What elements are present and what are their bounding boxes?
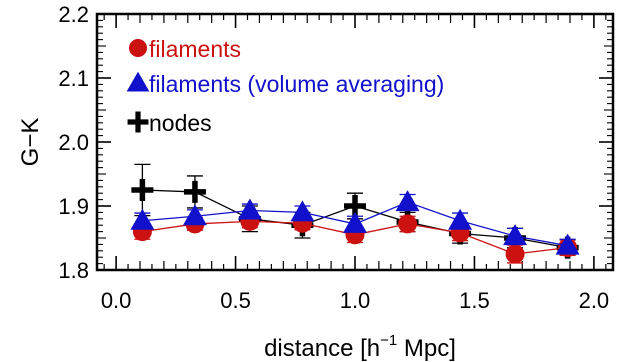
series-filaments-volume-averaging-: [130, 190, 580, 255]
x-tick-label: 0.5: [220, 288, 251, 313]
y-tick-label: 2.1: [58, 66, 89, 91]
y-tick-label: 1.8: [58, 258, 89, 283]
legend-label: filaments (volume averaging): [149, 71, 444, 97]
data-point: [448, 208, 473, 230]
legend: filaments filaments (volume averaging) nod…: [126, 36, 444, 136]
legend-marker: [127, 111, 149, 133]
y-tick-label: 2.2: [58, 2, 89, 27]
legend-marker: [128, 38, 148, 58]
data-point: [555, 233, 580, 255]
x-tick-label: 2.0: [579, 288, 610, 313]
x-tick-label: 1.5: [459, 288, 490, 313]
data-point: [182, 204, 207, 226]
x-tick-label: 1.0: [340, 288, 371, 313]
data-point: [395, 190, 420, 212]
x-tick-label: 0.0: [101, 288, 132, 313]
axis-ticks: [97, 13, 613, 271]
y-axis-label: G−K: [17, 118, 44, 167]
legend-marker: [126, 71, 150, 92]
data-point: [131, 179, 154, 201]
data-point: [290, 200, 315, 222]
data-point: [398, 214, 418, 234]
data-point: [505, 244, 525, 264]
y-tick-label: 1.9: [58, 194, 89, 219]
data-point: [237, 198, 262, 220]
x-tick-labels: 0.0 0.5 1.0 1.5 2.0: [101, 288, 609, 313]
y-tick-label: 2.0: [58, 130, 89, 155]
legend-label: filaments: [149, 36, 241, 62]
data-point: [343, 211, 367, 233]
legend-label: nodes: [149, 110, 212, 136]
y-tick-labels: 1.8 1.9 2.0 2.1 2.2: [58, 2, 89, 283]
data-point: [503, 224, 528, 246]
series-layer: [130, 163, 580, 264]
x-axis-label: distance [h−1 Mpc]: [264, 332, 456, 362]
data-point: [183, 180, 206, 203]
data-point: [130, 208, 155, 230]
